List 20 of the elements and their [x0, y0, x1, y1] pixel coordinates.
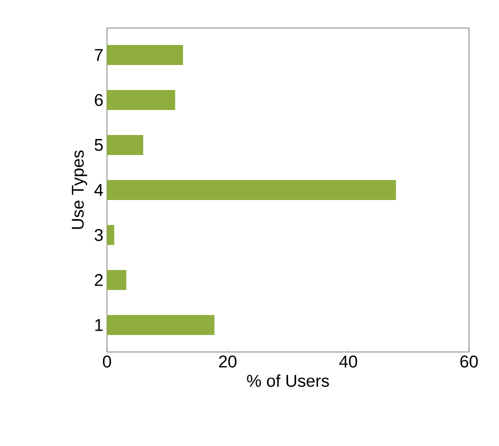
- bar: [107, 180, 396, 200]
- y-tick-label: 6: [94, 94, 103, 106]
- x-axis-title: % of Users: [247, 374, 329, 387]
- bar: [107, 314, 214, 335]
- bar: [107, 270, 126, 290]
- y-tick-label: 2: [94, 274, 103, 286]
- y-tick-label: 3: [94, 228, 103, 242]
- x-tick-label: 40: [339, 356, 358, 368]
- y-tick-label: 7: [94, 49, 103, 61]
- bar: [107, 45, 184, 65]
- y-tick-label: 1: [95, 319, 103, 331]
- x-tick-label: 0: [102, 356, 112, 368]
- bar: [107, 224, 114, 245]
- y-tick-label: 5: [94, 139, 103, 151]
- bar: [107, 90, 176, 110]
- x-tick-label: 60: [460, 356, 478, 368]
- y-tick-label: 4: [94, 184, 103, 196]
- bar: [107, 134, 144, 155]
- x-tick-label: 20: [219, 356, 236, 368]
- y-axis-title: Use Types: [72, 150, 88, 229]
